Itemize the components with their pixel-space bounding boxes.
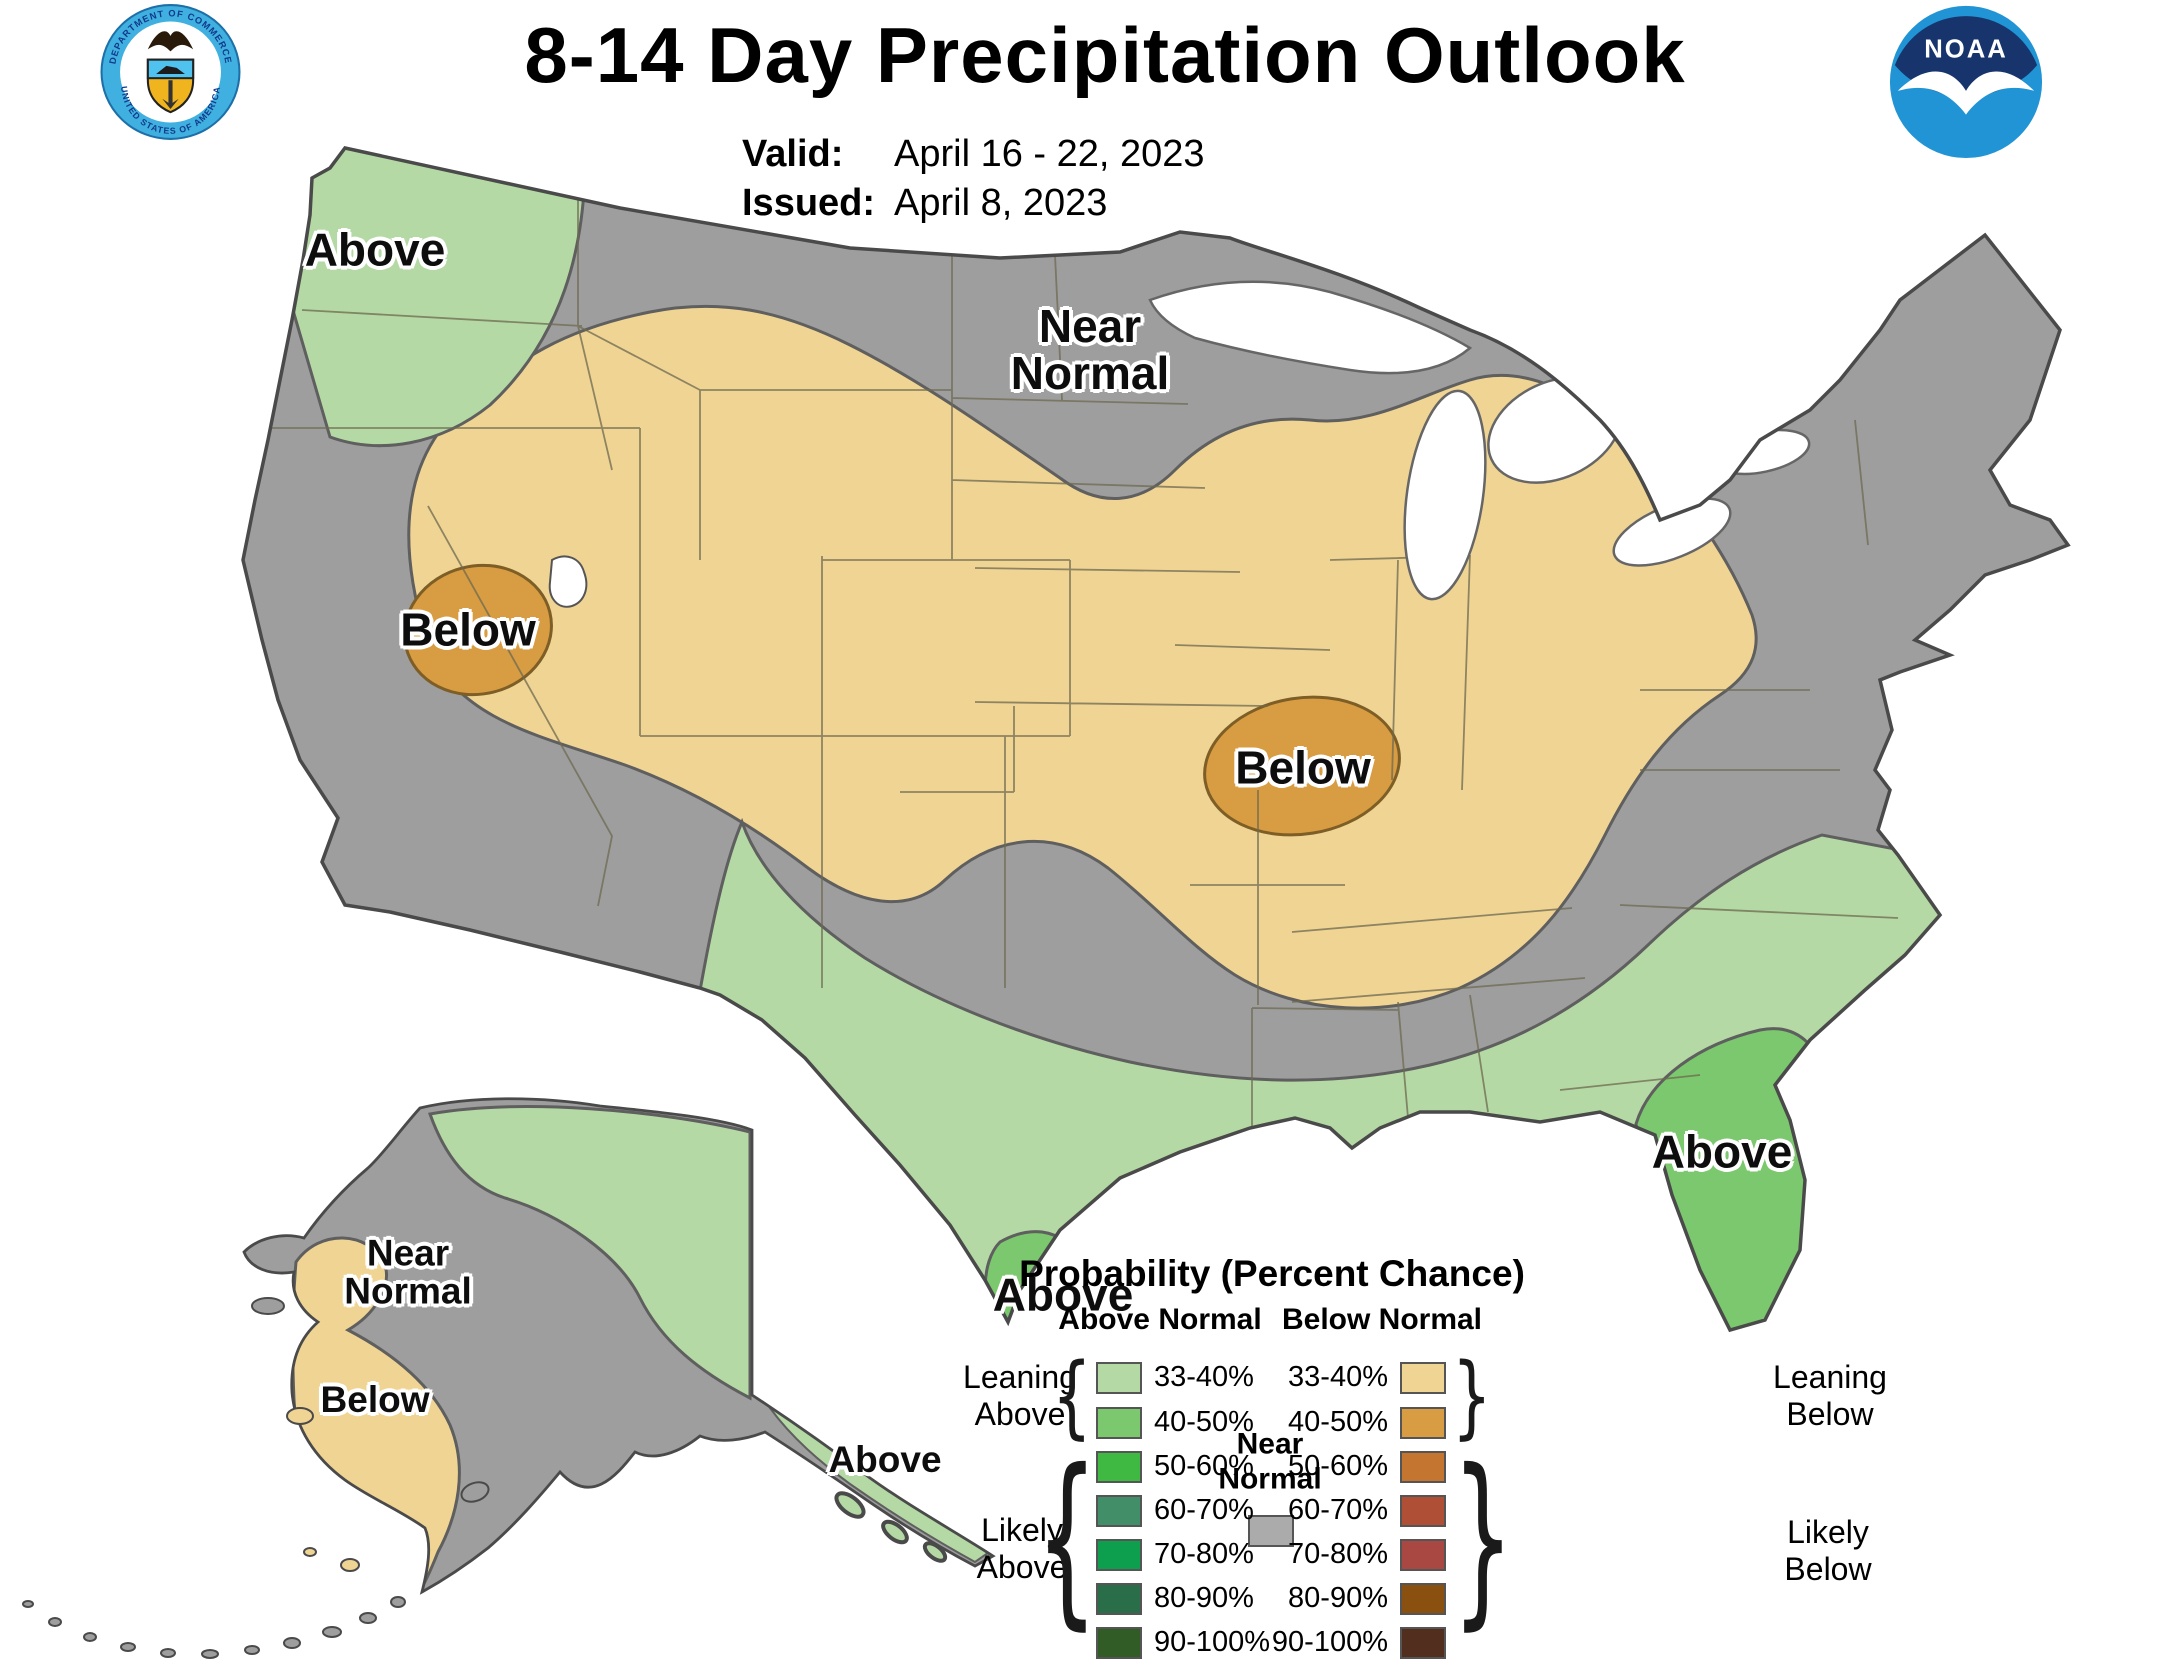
great-salt-lake [548, 555, 588, 608]
brace-likely-below: } [1452, 1431, 1514, 1648]
legend-row-below-60-70: 60-70% [1262, 1494, 1446, 1527]
legend-range-label: 80-90% [1154, 1582, 1254, 1614]
legend-range-label: 60-70% [1154, 1494, 1254, 1526]
valid-label: Valid: [742, 133, 844, 175]
legend-row-above-80-90: 80-90% [1096, 1582, 1254, 1615]
map-label-alaska-below: Below [320, 1379, 430, 1421]
legend-row-above-70-80: 70-80% [1096, 1538, 1254, 1571]
map-label-alaska-above-southeast: Above [828, 1439, 942, 1481]
legend-range-label: 90-100% [1271, 1626, 1388, 1658]
map-label-near-normal-plains: Near Normal [1010, 300, 1170, 399]
swatch-below-40-50 [1400, 1406, 1446, 1439]
legend-title: Probability (Percent Chance) [1019, 1253, 1525, 1294]
region-nw-leaning-above [288, 148, 587, 448]
legend-range-label: 70-80% [1288, 1538, 1388, 1570]
page-title: 8-14 Day Precipitation Outlook [524, 11, 1686, 99]
swatch-below-60-70 [1400, 1494, 1446, 1527]
map-label-below-central: Below [1235, 741, 1371, 794]
legend-range-label: 90-100% [1154, 1626, 1271, 1658]
legend-range-label: 40-50% [1154, 1406, 1254, 1438]
legend-row-above-90-100: 90-100% [1096, 1626, 1270, 1659]
conus-outline [241, 146, 2071, 1333]
legend-likely-above-label: Likely Above [976, 1512, 1068, 1585]
swatch-above-40-50 [1096, 1406, 1142, 1439]
legend-row-above-33-40: 33-40% [1096, 1361, 1254, 1394]
legend-row-below-80-90: 80-90% [1262, 1582, 1446, 1615]
swatch-above-60-70 [1096, 1494, 1142, 1527]
legend-range-label: 33-40% [1154, 1361, 1254, 1393]
swatch-above-80-90 [1096, 1582, 1142, 1615]
map-label-below-west: Below [400, 603, 536, 656]
legend-leaning-below-label: Leaning Below [1773, 1359, 1887, 1432]
legend-row-below-33-40: 33-40% [1262, 1361, 1446, 1394]
issued-label: Issued: [742, 182, 876, 225]
brace-leaning-below: } [1452, 1345, 1492, 1449]
legend-row-above-60-70: 60-70% [1096, 1494, 1254, 1527]
noaa-logo-icon: NOAA [1889, 5, 2043, 159]
legend-range-label: 50-60% [1288, 1450, 1388, 1482]
brace-leaning-above: { [1052, 1345, 1092, 1449]
swatch-below-80-90 [1400, 1582, 1446, 1615]
map-label-above-northwest: Above [304, 223, 446, 276]
brace-likely-above: { [1036, 1431, 1098, 1648]
valid-value: April 16 - 22, 2023 [894, 133, 1205, 175]
swatch-above-33-40 [1096, 1361, 1142, 1394]
lake-michigan [1403, 389, 1487, 601]
noaa-logo-text: NOAA [1924, 35, 2007, 63]
swatch-above-50-60 [1096, 1450, 1142, 1483]
swatch-above-70-80 [1096, 1538, 1142, 1571]
legend-range-label: 70-80% [1154, 1538, 1254, 1570]
swatch-above-90-100 [1096, 1626, 1142, 1659]
legend-header-above-normal: Above Normal [1058, 1303, 1262, 1336]
swatch-below-70-80 [1400, 1538, 1446, 1571]
legend-leaning-above-label: Leaning Above [963, 1359, 1077, 1432]
legend-row-above-40-50: 40-50% [1096, 1406, 1254, 1439]
alaska-outline [242, 1097, 996, 1595]
legend-range-label: 33-40% [1288, 1361, 1388, 1393]
legend-range-label: 60-70% [1288, 1494, 1388, 1526]
region-alaska-leaning-above [427, 1105, 752, 1401]
issued-value: April 8, 2023 [894, 182, 1108, 225]
department-of-commerce-seal-icon: DEPARTMENT OF COMMERCE UNITED STATES OF … [100, 4, 241, 140]
legend-range-label: 50-60% [1154, 1450, 1254, 1482]
doc-seal-eagle [147, 31, 194, 52]
valid-issued-block: Valid: April 16 - 22, 2023 Issued: April… [742, 130, 1205, 229]
alaska-islands [22, 1297, 948, 1659]
legend-range-label: 80-90% [1288, 1582, 1388, 1614]
swatch-below-50-60 [1400, 1450, 1446, 1483]
map-label-above-florida: Above [1651, 1125, 1793, 1178]
swatch-below-33-40 [1400, 1361, 1446, 1394]
lake-superior [1148, 280, 1473, 375]
legend-likely-below-label: Likely Below [1784, 1514, 1872, 1587]
swatch-near-normal [1248, 1515, 1294, 1547]
state-borders [252, 154, 1899, 1128]
legend-near-normal-label: Near Normal [1218, 1427, 1322, 1496]
map-label-above-south-texas: Above [992, 1268, 1134, 1321]
region-missouri-below-40-50 [1203, 695, 1401, 837]
legend-range-label: 40-50% [1288, 1406, 1388, 1438]
legend-row-below-70-80: 70-80% [1262, 1538, 1446, 1571]
swatch-below-90-100 [1400, 1626, 1446, 1659]
legend-header-below-normal: Below Normal [1281, 1303, 1483, 1336]
legend-row-below-90-100: 90-100% [1262, 1626, 1446, 1659]
legend-row-below-40-50: 40-50% [1262, 1406, 1446, 1439]
legend-row-above-50-60: 50-60% [1096, 1450, 1254, 1483]
legend-row-below-50-60: 50-60% [1262, 1450, 1446, 1483]
map-label-alaska-near-normal: Near Normal [344, 1232, 472, 1311]
